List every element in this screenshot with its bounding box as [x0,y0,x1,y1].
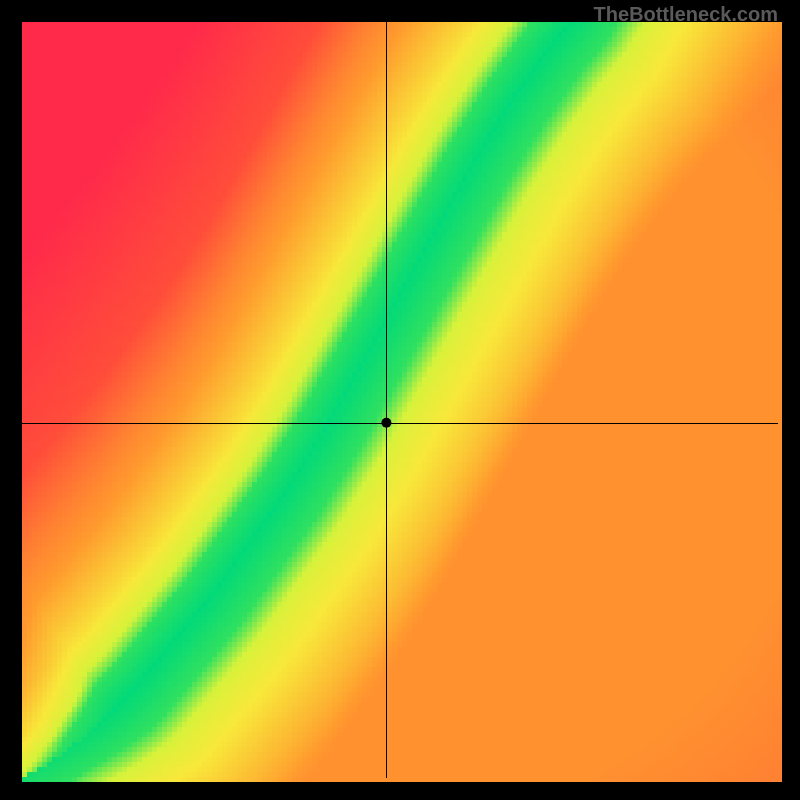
bottleneck-heatmap [0,0,800,800]
watermark-text: TheBottleneck.com [594,4,778,27]
chart-container: { "meta": { "source_label": "TheBottlene… [0,0,800,800]
